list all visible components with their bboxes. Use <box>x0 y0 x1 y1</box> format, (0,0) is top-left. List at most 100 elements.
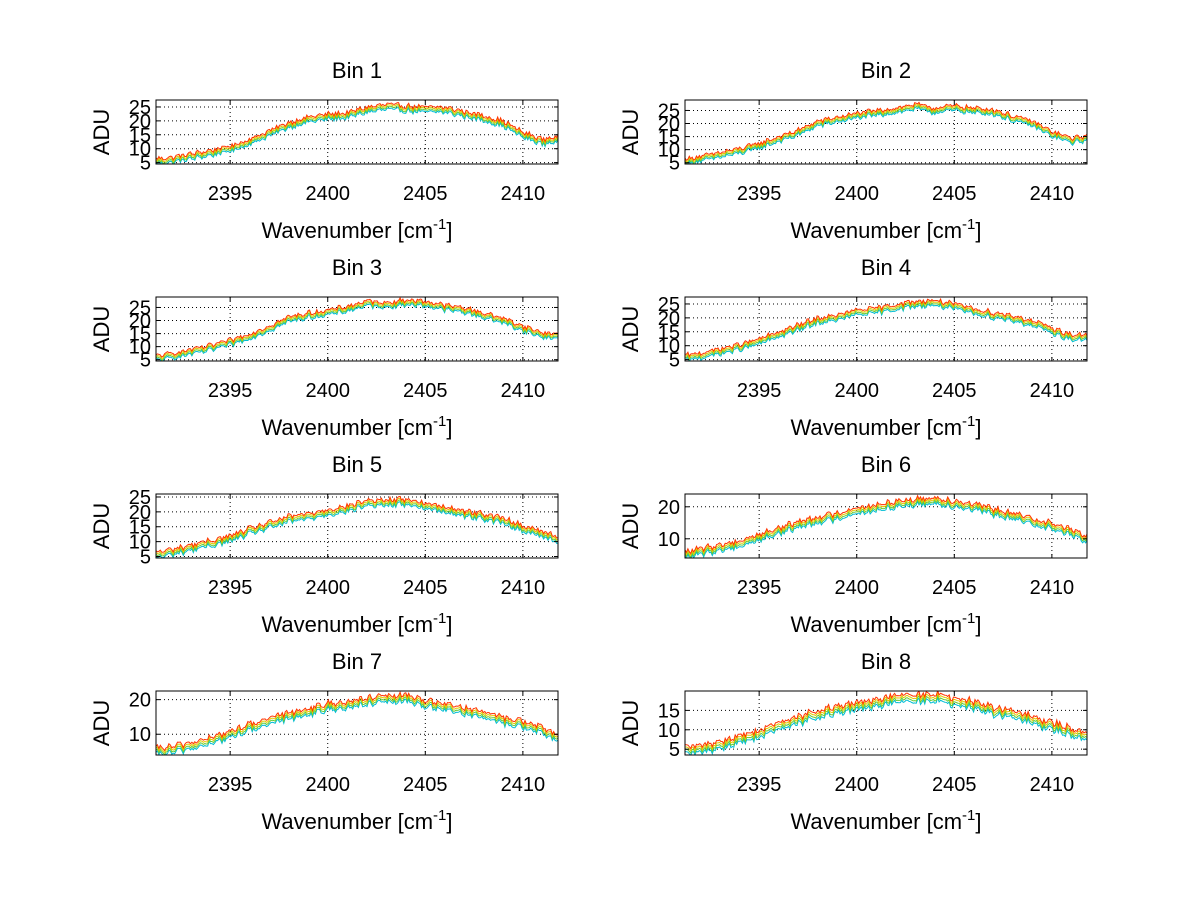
x-axis-label-main: Wavenumber [cm <box>261 809 433 834</box>
series-line-4 <box>156 691 558 752</box>
grid-lines <box>685 297 1087 361</box>
series-line-1 <box>156 301 558 361</box>
y-axis-label: ADU <box>89 503 114 549</box>
x-tick-label: 2395 <box>208 183 253 205</box>
series-line-4 <box>685 494 1087 555</box>
series-line-4 <box>156 102 558 161</box>
x-axis-label: Wavenumber [cm-1] <box>261 807 452 834</box>
y-tick-label: 20 <box>129 502 151 524</box>
x-axis-label-end: ] <box>975 415 981 440</box>
y-tick-label: 5 <box>140 153 151 175</box>
y-tick-label: 10 <box>658 720 680 742</box>
series-line-2 <box>156 105 558 164</box>
series-line-2 <box>685 498 1087 558</box>
x-tick-label: 2405 <box>932 380 977 402</box>
x-tick-label: 2395 <box>208 577 253 599</box>
y-tick-label: 10 <box>658 529 680 551</box>
x-tick-label: 2405 <box>932 774 977 796</box>
y-axis-label: ADU <box>618 306 643 352</box>
subplot-title: Bin 1 <box>332 58 382 83</box>
y-tick-label: 5 <box>669 739 680 761</box>
x-axis-label-end: ] <box>446 612 452 637</box>
y-tick-label: 25 <box>658 100 680 122</box>
series-line-4 <box>685 101 1087 162</box>
axes-frame <box>155 99 559 165</box>
axes-frame <box>684 493 1088 559</box>
series-line-2 <box>685 301 1087 361</box>
subplot-title: Bin 5 <box>332 452 382 477</box>
series-line-3 <box>685 691 1087 752</box>
series-line-2 <box>685 104 1087 164</box>
x-tick-label: 2405 <box>932 183 977 205</box>
y-axis-label: ADU <box>618 700 643 746</box>
x-tick-label: 2410 <box>501 183 546 205</box>
series-line-2 <box>685 693 1087 755</box>
x-tick-label: 2400 <box>834 577 879 599</box>
x-tick-label: 2410 <box>1030 577 1075 599</box>
x-axis-label: Wavenumber [cm-1] <box>790 216 981 243</box>
subplot-title: Bin 2 <box>861 58 911 83</box>
x-tick-label: 2400 <box>834 380 879 402</box>
y-tick-label: 15 <box>129 517 151 539</box>
subplot-title: Bin 7 <box>332 649 382 674</box>
x-tick-label: 2410 <box>1030 183 1075 205</box>
series-group <box>156 297 558 361</box>
subplot-bin-7: Bin 7 2395 2400 2405 2410 10 20 ADU Wavenumber [… <box>89 649 559 834</box>
series-line-2 <box>156 695 558 755</box>
series-line-3 <box>156 103 558 163</box>
y-axis-label: ADU <box>618 109 643 155</box>
x-axis-label-main: Wavenumber [cm <box>261 218 433 243</box>
series-line-3 <box>685 103 1087 163</box>
y-tick-label: 25 <box>658 294 680 316</box>
x-axis-label-end: ] <box>446 809 452 834</box>
y-axis-label: ADU <box>89 109 114 155</box>
subplot-title: Bin 4 <box>861 255 911 280</box>
x-tick-label: 2400 <box>305 774 350 796</box>
x-axis-label-end: ] <box>975 809 981 834</box>
axes-frame <box>155 493 559 559</box>
y-tick-label: 25 <box>129 297 151 319</box>
x-axis-label-main: Wavenumber [cm <box>790 612 962 637</box>
axes-frame <box>155 296 559 362</box>
x-tick-label: 2395 <box>208 774 253 796</box>
series-line-2 <box>156 300 558 361</box>
series-line-1 <box>156 107 558 164</box>
x-axis-label-end: ] <box>975 612 981 637</box>
x-tick-label: 2405 <box>403 183 448 205</box>
x-axis-label-main: Wavenumber [cm <box>261 415 433 440</box>
x-axis-label-main: Wavenumber [cm <box>790 809 962 834</box>
series-line-1 <box>685 500 1087 558</box>
y-tick-label: 5 <box>669 153 680 175</box>
series-group <box>156 495 558 558</box>
x-tick-label: 2410 <box>1030 774 1075 796</box>
x-tick-label: 2400 <box>305 183 350 205</box>
series-group <box>685 691 1087 755</box>
y-tick-label: 10 <box>129 532 151 554</box>
series-line-1 <box>156 696 558 755</box>
y-tick-label: 20 <box>129 311 151 333</box>
x-axis-label: Wavenumber [cm-1] <box>790 610 981 637</box>
series-group <box>156 691 558 755</box>
axes-frame <box>684 296 1088 362</box>
axes-frame <box>155 690 559 756</box>
y-tick-label: 25 <box>129 487 151 509</box>
series-line-1 <box>685 302 1087 361</box>
series-line-4 <box>156 495 558 553</box>
y-tick-label: 15 <box>658 322 680 344</box>
x-axis-label: Wavenumber [cm-1] <box>261 413 452 440</box>
x-axis-label-end: ] <box>975 218 981 243</box>
x-tick-label: 2410 <box>1030 380 1075 402</box>
series-line-3 <box>685 299 1087 360</box>
y-tick-label: 20 <box>658 308 680 330</box>
x-tick-label: 2410 <box>501 577 546 599</box>
x-tick-label: 2405 <box>403 774 448 796</box>
y-tick-label: 10 <box>658 336 680 358</box>
x-tick-label: 2400 <box>305 380 350 402</box>
y-tick-label: 10 <box>129 724 151 746</box>
y-tick-label: 15 <box>129 324 151 346</box>
series-line-1 <box>685 106 1087 164</box>
